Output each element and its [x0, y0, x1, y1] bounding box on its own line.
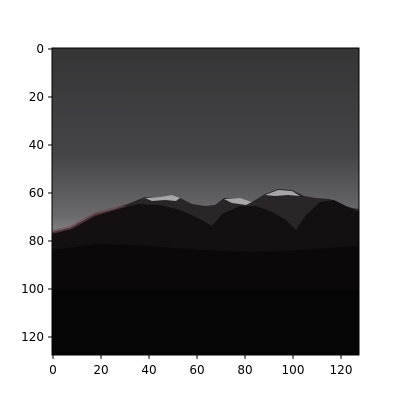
x-tick-label: 60 — [189, 363, 204, 377]
y-tick-label: 40 — [29, 138, 44, 152]
x-tick-label: 0 — [49, 363, 57, 377]
y-tick-label: 20 — [29, 90, 44, 104]
snow-patches — [145, 190, 300, 205]
x-tick-label: 100 — [282, 363, 305, 377]
y-axis: 0 20 40 60 80 100 120 — [21, 42, 52, 344]
axes-frame — [51, 47, 360, 356]
y-tick-label: 100 — [21, 282, 44, 296]
photo-image — [52, 48, 359, 355]
y-tick-label: 80 — [29, 234, 44, 248]
y-tick-label: 0 — [36, 42, 44, 56]
x-tick-label: 20 — [93, 363, 108, 377]
y-tick-label: 120 — [21, 330, 44, 344]
x-tick-label: 80 — [237, 363, 252, 377]
x-tick-label: 40 — [141, 363, 156, 377]
ground-region — [52, 290, 359, 355]
x-tick-label: 120 — [330, 363, 353, 377]
x-axis: 0 20 40 60 80 100 120 — [49, 355, 352, 377]
horizon-tint — [52, 204, 125, 234]
y-tick-label: 60 — [29, 186, 44, 200]
